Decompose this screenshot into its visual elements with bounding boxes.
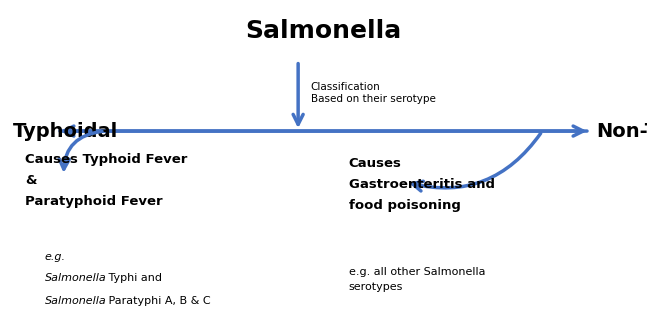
Text: Typhoidal: Typhoidal — [13, 122, 118, 141]
Text: Non-Typhoidal: Non-Typhoidal — [596, 122, 647, 141]
Text: Salmonella: Salmonella — [45, 273, 106, 283]
Text: Typhi and: Typhi and — [105, 273, 162, 283]
Text: Classification
Based on their serotype: Classification Based on their serotype — [311, 82, 435, 104]
Text: e.g.: e.g. — [45, 252, 65, 262]
Text: Causes Typhoid Fever
&
Paratyphoid Fever: Causes Typhoid Fever & Paratyphoid Fever — [25, 154, 188, 208]
Text: Causes
Gastroenteritis and
food poisoning: Causes Gastroenteritis and food poisonin… — [349, 156, 495, 212]
Text: e.g. all other Salmonella
serotypes: e.g. all other Salmonella serotypes — [349, 267, 485, 292]
Text: Salmonella: Salmonella — [245, 19, 402, 43]
Text: Salmonella: Salmonella — [45, 296, 106, 305]
Text: Paratyphi A, B & C: Paratyphi A, B & C — [105, 296, 210, 305]
